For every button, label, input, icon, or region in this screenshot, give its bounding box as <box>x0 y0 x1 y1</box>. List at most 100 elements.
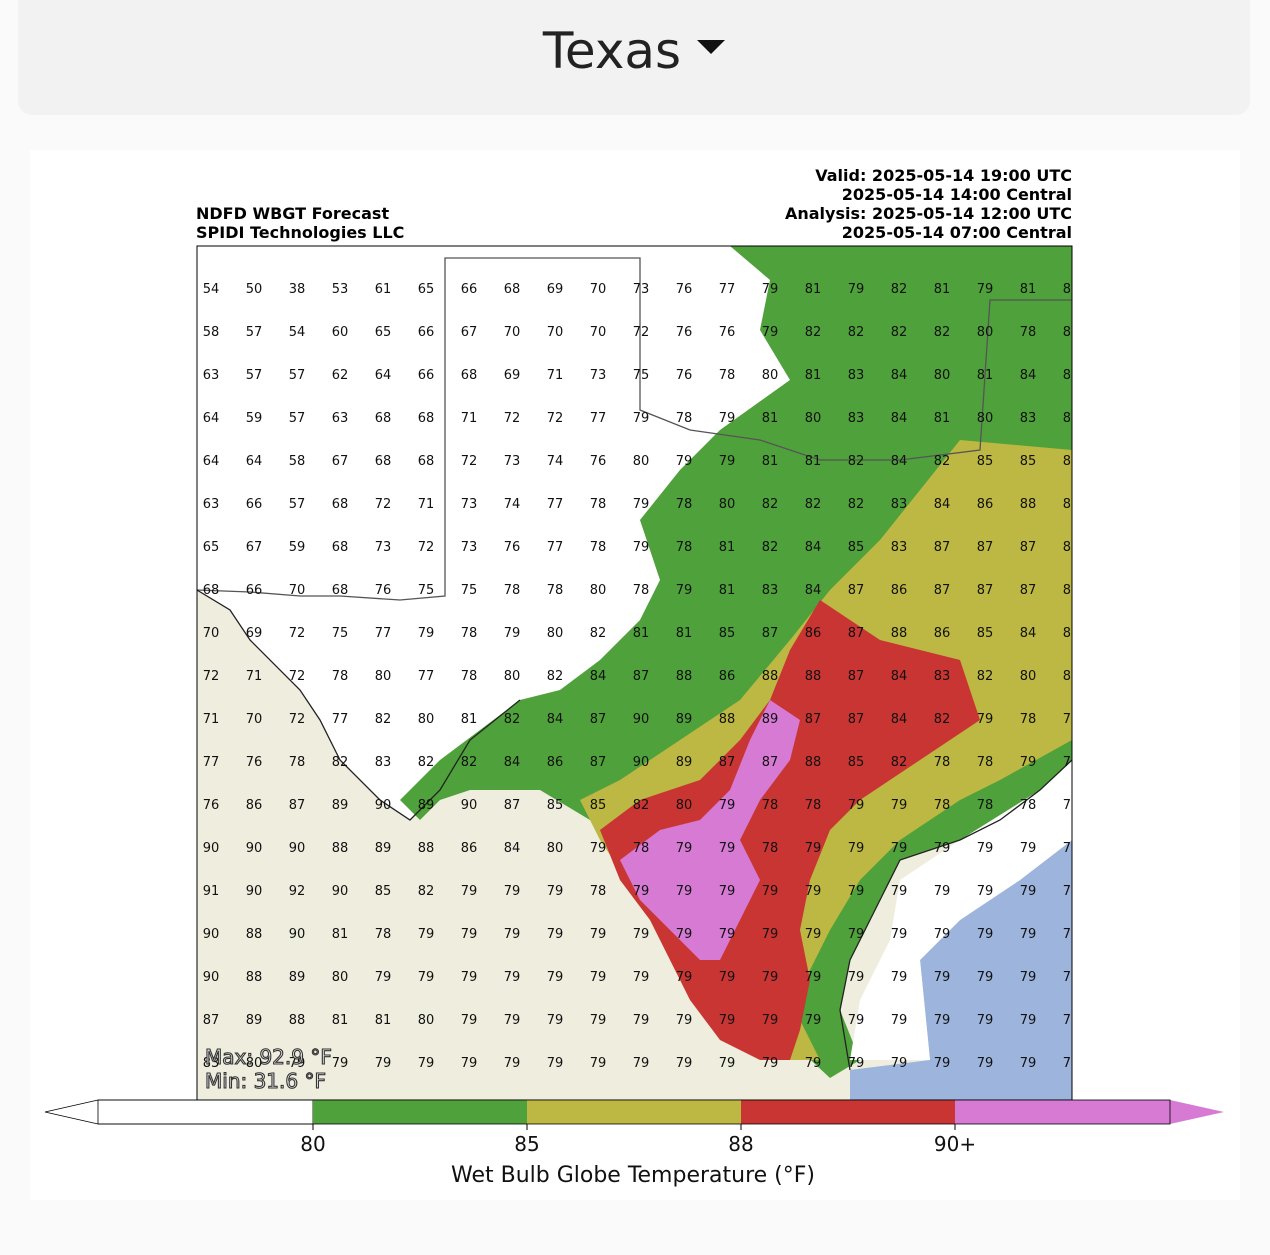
station-value: 79 <box>676 841 693 856</box>
station-value: 79 <box>504 626 521 641</box>
caret-down-icon[interactable] <box>697 39 726 54</box>
station-value: 78 <box>934 798 951 813</box>
station-value: 87 <box>590 755 607 770</box>
station-value: 81 <box>332 1013 349 1028</box>
station-value: 89 <box>418 798 435 813</box>
colorbar-88-90 <box>741 1100 955 1124</box>
station-value: 81 <box>805 454 822 469</box>
map-plot: 54 50 38 53 61 65 66 68 69 70 73 76 77 79 81 79 82 81 79 81… <box>196 245 1080 1101</box>
region-dropdown[interactable]: Texas <box>18 22 1250 80</box>
station-value: 68 <box>375 454 392 469</box>
station-value: 82 <box>805 497 822 512</box>
station-value: 79 <box>1020 927 1037 942</box>
colorbar-label: Wet Bulb Globe Temperature (°F) <box>451 1163 815 1188</box>
station-value: 79 <box>504 1056 521 1071</box>
station-value: 68 <box>375 411 392 426</box>
station-value: 82 <box>848 454 865 469</box>
station-value: 79 <box>762 884 779 899</box>
station-value: 75 <box>461 583 478 598</box>
station-value: 90 <box>633 712 650 727</box>
station-value: 63 <box>203 497 220 512</box>
station-value: 90 <box>246 841 263 856</box>
colorbar-tick-label: 85 <box>514 1132 539 1156</box>
station-value: 80 <box>504 669 521 684</box>
map-title: NDFD WBGT Forecast SPIDI Technologies LL… <box>196 204 404 242</box>
station-value: 83 <box>375 755 392 770</box>
station-value: 79 <box>891 798 908 813</box>
station-value: 80 <box>762 368 779 383</box>
station-value: 79 <box>547 884 564 899</box>
station-value: 79 <box>891 884 908 899</box>
station-value: 69 <box>246 626 263 641</box>
station-value: 84 <box>590 669 607 684</box>
station-value: 79 <box>676 927 693 942</box>
station-value: 82 <box>848 325 865 340</box>
station-value: 79 <box>934 927 951 942</box>
min-value: Min: 31.6 °F <box>205 1069 326 1093</box>
station-value: 84 <box>805 540 822 555</box>
station-value: 79 <box>805 841 822 856</box>
station-value: 81 <box>934 282 951 297</box>
station-value: 79 <box>418 626 435 641</box>
station-value: 79 <box>418 970 435 985</box>
station-value: 71 <box>203 712 220 727</box>
station-value: 88 <box>676 669 693 684</box>
station-value: 78 <box>805 798 822 813</box>
station-value: 81 <box>805 368 822 383</box>
station-value: 85 <box>977 454 994 469</box>
station-value: 82 <box>762 497 779 512</box>
colorbar-tick-label: 88 <box>728 1132 753 1156</box>
region-header: Texas <box>18 0 1250 115</box>
station-value: 90 <box>203 927 220 942</box>
station-value: 58 <box>203 325 220 340</box>
station-value: 79 <box>633 540 650 555</box>
station-value: 79 <box>805 1013 822 1028</box>
valid-central: 2025-05-14 14:00 Central <box>841 185 1072 204</box>
station-value: 72 <box>375 497 392 512</box>
station-value: 82 <box>934 325 951 340</box>
station-value: 79 <box>1063 1056 1080 1071</box>
station-value: 90 <box>461 798 478 813</box>
station-value: 76 <box>590 454 607 469</box>
station-value: 79 <box>1063 927 1080 942</box>
station-value: 82 <box>934 454 951 469</box>
station-value: 79 <box>590 1013 607 1028</box>
station-value: 78 <box>590 497 607 512</box>
station-value: 90 <box>633 755 650 770</box>
station-value: 64 <box>375 368 392 383</box>
station-value: 70 <box>289 583 306 598</box>
station-value: 82 <box>504 712 521 727</box>
station-value: 57 <box>246 325 263 340</box>
station-value: 78 <box>375 927 392 942</box>
station-value: 64 <box>246 454 263 469</box>
station-value: 79 <box>719 841 736 856</box>
station-value: 69 <box>504 368 521 383</box>
station-value: 79 <box>848 927 865 942</box>
station-value: 79 <box>504 1013 521 1028</box>
station-value: 79 <box>934 970 951 985</box>
station-value: 79 <box>633 970 650 985</box>
station-value: 71 <box>547 368 564 383</box>
station-value: 84 <box>805 583 822 598</box>
region-90-plus <box>620 700 800 960</box>
station-value: 89 <box>332 798 349 813</box>
station-value: 87 <box>1020 583 1037 598</box>
map-timestamps: Valid: 2025-05-14 19:00 UTC 2025-05-14 1… <box>785 166 1072 242</box>
station-value: 57 <box>289 411 306 426</box>
station-value: 81 <box>719 540 736 555</box>
station-value: 72 <box>203 669 220 684</box>
station-value: 67 <box>332 454 349 469</box>
station-value: 83 <box>891 540 908 555</box>
station-value: 73 <box>633 282 650 297</box>
colorbar-tick-label: 90+ <box>934 1132 976 1156</box>
station-value: 80 <box>1063 282 1080 297</box>
station-value: 79 <box>547 1056 564 1071</box>
station-value: 79 <box>848 1013 865 1028</box>
station-value: 68 <box>332 497 349 512</box>
station-value: 79 <box>461 1013 478 1028</box>
station-value: 71 <box>461 411 478 426</box>
region-80-85 <box>400 246 1072 1078</box>
station-value: 82 <box>891 755 908 770</box>
station-value: 57 <box>246 368 263 383</box>
station-value: 79 <box>891 970 908 985</box>
